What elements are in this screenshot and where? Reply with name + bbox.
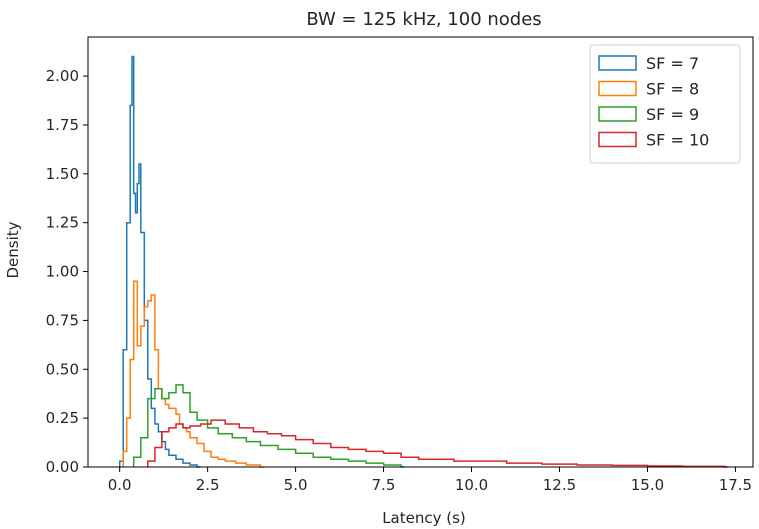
legend-label: SF = 9: [646, 105, 699, 124]
y-axis-ticks: 0.00 0.25 0.50 0.75 1.00 1.25 1.50 1.75 2.00: [46, 67, 88, 476]
x-tick-label: 7.5: [372, 476, 396, 494]
legend: SF = 7 SF = 8 SF = 9 SF = 10: [589, 44, 741, 164]
y-tick-label: 1.50: [46, 165, 79, 183]
x-tick-label: 0.0: [108, 476, 132, 494]
plot-frame: [87, 36, 754, 468]
y-tick-label: 0.75: [46, 311, 79, 329]
legend-swatch: [598, 131, 637, 148]
y-axis-label: Density: [4, 221, 22, 278]
y-tick-label: 1.00: [46, 263, 79, 281]
y-tick-label: 0.00: [46, 458, 79, 476]
x-axis-label: Latency (s): [382, 509, 466, 527]
x-tick-label: 2.5: [196, 476, 220, 494]
chart-title: BW = 125 kHz, 100 nodes: [306, 9, 541, 30]
x-tick-label: 10.0: [455, 476, 488, 494]
y-tick-label: 2.00: [46, 67, 79, 85]
series-2-histogram: [122, 280, 264, 468]
x-tick-label: 5.0: [284, 476, 308, 494]
legend-label: SF = 7: [646, 54, 699, 73]
legend-swatch: [598, 80, 637, 97]
x-tick-label: 15.0: [631, 476, 664, 494]
series-4-histogram: [147, 419, 729, 468]
legend-swatch: [598, 106, 637, 122]
x-tick-label: 12.5: [543, 476, 576, 494]
y-tick-label: 0.25: [46, 409, 79, 427]
legend-swatch: [598, 55, 637, 71]
series-layer: [118, 55, 729, 468]
legend-label: SF = 8: [646, 80, 699, 99]
x-axis-ticks: 0.0 2.5 5.0 7.5 10.0 12.5 15.0 17.5: [108, 467, 752, 494]
x-tick-label: 17.5: [719, 476, 752, 494]
y-tick-label: 1.75: [46, 116, 79, 134]
series-3-histogram: [132, 384, 405, 468]
series-1-histogram: [118, 55, 201, 468]
legend-label: SF = 10: [646, 131, 709, 150]
y-tick-label: 1.25: [46, 214, 79, 232]
legend-box: [589, 44, 741, 164]
y-tick-label: 0.50: [46, 360, 79, 378]
